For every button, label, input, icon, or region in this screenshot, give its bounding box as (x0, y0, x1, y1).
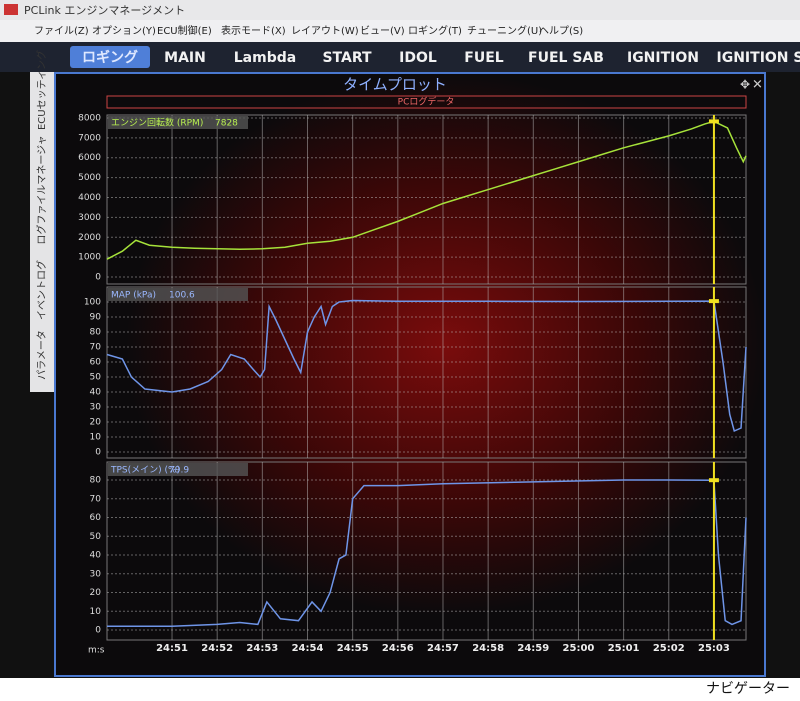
side-tab[interactable]: パラメータ (36, 330, 48, 380)
x-tick-label: 25:03 (698, 643, 730, 654)
menu-item[interactable]: チューニング(U) (467, 24, 542, 37)
menu-item[interactable]: ビュー(V) (360, 25, 405, 37)
y-tick-label: 30 (90, 403, 102, 413)
y-tick-label: 30 (90, 569, 102, 579)
navigator-title: ナビゲーター (706, 681, 790, 697)
series-label-box (108, 288, 248, 301)
y-tick-label: 1000 (78, 253, 101, 263)
app-icon (4, 4, 18, 15)
y-tick-label: 70 (90, 494, 102, 504)
menu-item[interactable]: オプション(Y) (92, 25, 156, 37)
x-tick-label: 25:00 (563, 643, 595, 654)
tab[interactable]: START (322, 50, 372, 66)
series-label-box (108, 116, 248, 129)
x-tick-label: 24:56 (382, 643, 414, 654)
readout: 7828 (215, 119, 238, 129)
x-tick-label: 24:54 (292, 643, 324, 654)
menu-item[interactable]: ECU制御(E) (157, 24, 212, 37)
menu-bar (0, 20, 800, 42)
series-label-box (108, 463, 248, 476)
x-tick-label: 24:55 (337, 643, 369, 654)
plot-title: タイムプロット (343, 76, 447, 94)
readout: 79.9 (169, 466, 189, 476)
tab[interactable]: IGNITION S (717, 50, 800, 66)
y-tick-label: 10 (90, 607, 102, 617)
tab[interactable]: MAIN (164, 50, 206, 66)
y-tick-label: 0 (95, 273, 101, 283)
y-tick-label: 60 (90, 358, 102, 368)
y-tick-label: 2000 (78, 233, 101, 243)
tab[interactable]: ロギング (82, 49, 138, 66)
series-name: TPS(メイン) (%) (110, 466, 180, 476)
y-tick-label: 0 (95, 626, 101, 636)
y-tick-label: 20 (90, 588, 102, 598)
plot-window (54, 72, 766, 677)
y-tick-label: 3000 (78, 213, 101, 223)
panel (106, 114, 747, 285)
subtitle-box (106, 95, 747, 109)
menu-item[interactable]: レイアウト(W) (291, 25, 359, 37)
x-axis-label: m:s (88, 646, 105, 656)
panel (106, 461, 747, 641)
cursor-marker (708, 478, 719, 483)
y-tick-label: 100 (84, 298, 101, 308)
y-tick-label: 60 (90, 513, 102, 523)
active-tab (70, 46, 150, 68)
side-tab[interactable]: ログファイルマネージャ (35, 135, 48, 244)
line (106, 299, 747, 433)
y-tick-label: 20 (90, 418, 102, 428)
x-tick-label: 24:58 (472, 643, 504, 654)
side-tab-bar (30, 72, 54, 392)
y-tick-label: 70 (90, 343, 102, 353)
y-tick-label: 7000 (78, 133, 101, 143)
cursor-marker (708, 299, 719, 304)
y-tick-label: 4000 (78, 193, 101, 203)
tab[interactable]: Lambda (234, 50, 296, 66)
x-tick-label: 24:51 (156, 643, 188, 654)
cursor-marker (708, 119, 719, 124)
y-tick-label: 8000 (78, 113, 101, 123)
y-tick-label: 10 (90, 433, 102, 443)
x-tick-label: 24:59 (517, 643, 549, 654)
y-tick-label: 40 (90, 551, 102, 561)
menu-item[interactable]: 表示モード(X) (221, 24, 286, 37)
side-tab[interactable]: ECUセッティング (35, 50, 48, 130)
navigator-bar (0, 678, 800, 701)
line (106, 120, 747, 260)
y-tick-label: 80 (90, 328, 102, 338)
window-title: PCLink エンジンマネージメント (24, 4, 185, 17)
close-icon[interactable]: ✕ (752, 78, 763, 93)
y-tick-label: 5000 (78, 173, 101, 183)
x-tick-label: 25:01 (608, 643, 640, 654)
series-name: エンジン回転数 (RPM) (111, 117, 203, 129)
y-tick-label: 50 (90, 532, 102, 542)
y-tick-label: 80 (90, 476, 102, 486)
tab[interactable]: FUEL SAB (528, 50, 604, 66)
series-name: MAP (kPa) (111, 291, 156, 301)
x-tick-label: 24:57 (427, 643, 459, 654)
x-tick-label: 24:52 (201, 643, 233, 654)
y-tick-label: 50 (90, 373, 102, 383)
y-tick-label: 40 (90, 388, 102, 398)
x-tick-label: 24:53 (246, 643, 278, 654)
menu-item[interactable]: ファイル(Z) (34, 26, 89, 37)
readout: 100.6 (169, 291, 195, 301)
y-tick-label: 90 (90, 313, 102, 323)
y-tick-label: 6000 (78, 153, 101, 163)
panel (106, 286, 747, 459)
side-tab[interactable]: イベントログ (35, 260, 48, 320)
title-bar (0, 0, 800, 20)
y-tick-label: 0 (95, 448, 101, 458)
menu-item[interactable]: ロギング(T) (408, 24, 462, 37)
tab[interactable]: IDOL (399, 50, 437, 66)
menu-item[interactable]: ヘルプ(S) (539, 25, 583, 37)
tab[interactable]: FUEL (464, 50, 503, 66)
line (107, 479, 747, 628)
x-tick-label: 25:02 (653, 643, 685, 654)
plot-subtitle: PCログデータ (398, 96, 455, 108)
move-icon: ✥ (740, 78, 750, 92)
tab[interactable]: IGNITION (627, 50, 699, 66)
